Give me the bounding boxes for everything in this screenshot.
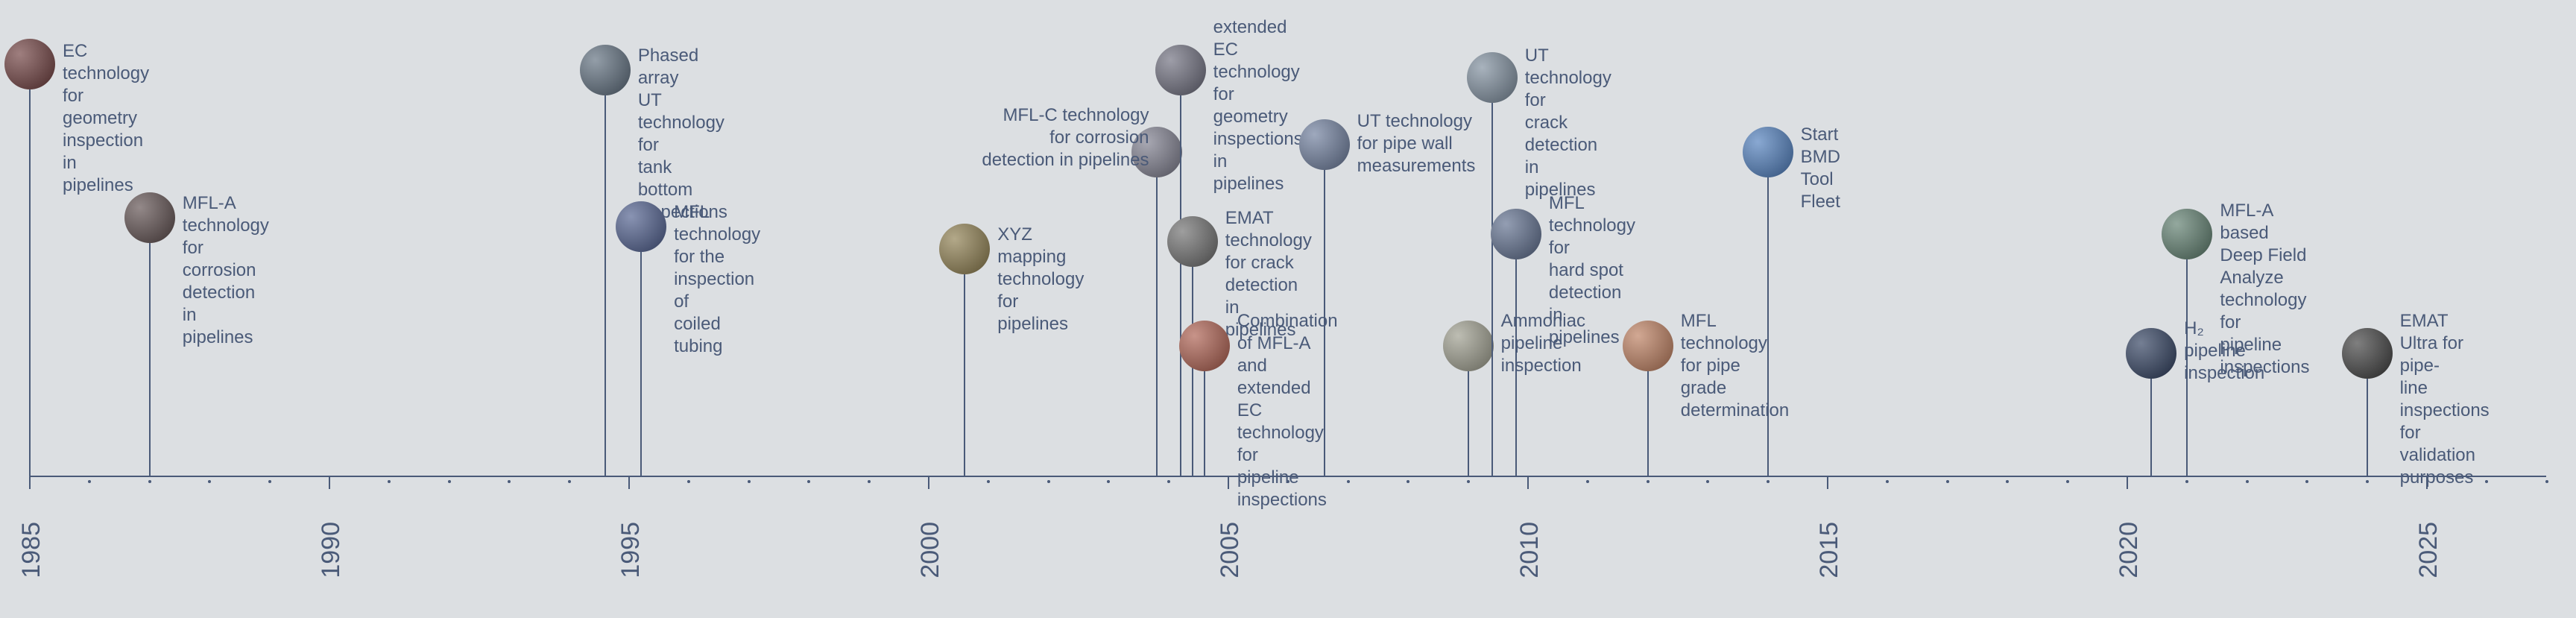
event-label: MFL-A technology for corrosion detection… [183,192,269,349]
event-image-icon [1491,209,1541,259]
event-image-icon [2162,209,2212,259]
year-label: 2015 [1815,522,1844,578]
tick-minor [1886,480,1889,483]
tick-minor [687,480,690,483]
event-image-icon [2342,328,2393,379]
event-connector-line [2186,259,2188,476]
tick-minor [1586,480,1589,483]
tick-minor [2305,480,2308,483]
event-connector-line [1324,170,1325,476]
event-connector-line [1468,371,1469,476]
tick-minor [2366,480,2369,483]
year-label: 2025 [2414,522,2443,578]
event-label: MFL technology for the inspection of coi… [674,201,760,358]
tick-minor [868,480,871,483]
tick-major [928,476,929,489]
event-image-icon [4,39,55,89]
tick-minor [88,480,91,483]
year-label: 1985 [17,522,46,578]
event-label: Phased array UT technology for tank bott… [638,45,727,224]
event-connector-line [640,252,642,476]
event-connector-line [1491,103,1493,476]
event-connector-line [1204,371,1205,476]
tick-minor [388,480,391,483]
tick-minor [148,480,151,483]
event-label: MFL-C technology for corrosion detection… [933,104,1149,171]
tick-minor [1647,480,1650,483]
tick-minor [2006,480,2009,483]
tick-major [29,476,31,489]
event-image-icon [580,45,631,95]
event-image-icon [939,224,990,274]
event-image-icon [1623,321,1673,371]
tick-minor [2066,480,2069,483]
event-label: MFL technology for hard spot detection i… [1549,192,1635,349]
event-label: MFL-A based Deep Field Analyze technolog… [2220,200,2309,379]
year-label: 1990 [317,522,346,578]
year-label: 2005 [1216,522,1245,578]
event-connector-line [1515,259,1517,476]
event-connector-line [29,89,31,476]
tick-minor [508,480,511,483]
tick-minor [1167,480,1170,483]
tick-minor [1467,480,1470,483]
tick-minor [448,480,451,483]
event-connector-line [1647,371,1649,476]
year-label: 2010 [1515,522,1544,578]
tick-minor [1107,480,1110,483]
event-connector-line [2150,379,2152,476]
tick-major [628,476,630,489]
event-connector-line [964,274,965,476]
event-image-icon [1443,321,1494,371]
event-label: EMAT Ultra for pipe- line inspections fo… [2400,310,2490,489]
tick-minor [1407,480,1409,483]
tick-minor [2545,480,2548,483]
year-label: 1995 [616,522,645,578]
tick-major [2127,476,2128,489]
year-label: 2020 [2115,522,2144,578]
tick-minor [2246,480,2249,483]
event-label: EC technology for geometry inspection in… [63,40,149,197]
event-label: UT technology for crack detection in pip… [1525,45,1611,201]
tick-major [1228,476,1229,489]
event-image-icon [1467,52,1518,103]
tick-minor [1706,480,1709,483]
tick-minor [2185,480,2188,483]
event-image-icon [1179,321,1230,371]
event-connector-line [1192,267,1193,476]
event-image-icon [1743,127,1793,177]
tick-minor [1047,480,1050,483]
tick-minor [1767,480,1770,483]
event-connector-line [2367,379,2368,476]
event-image-icon [1299,119,1350,170]
tick-minor [208,480,211,483]
tick-minor [1347,480,1350,483]
tick-minor [987,480,990,483]
tick-major [1827,476,1828,489]
tick-minor [748,480,751,483]
year-label: 2000 [916,522,945,578]
event-image-icon [1155,45,1206,95]
event-connector-line [1767,177,1769,476]
event-image-icon [124,192,175,243]
event-connector-line [149,243,151,476]
tick-major [1527,476,1529,489]
event-connector-line [1180,95,1181,476]
event-label: UT technology for pipe wall measurements [1357,110,1476,177]
event-image-icon [2126,328,2176,379]
tick-minor [568,480,571,483]
tick-major [329,476,330,489]
event-connector-line [604,95,606,476]
event-label: XYZ mapping technology for pipelines [997,224,1084,335]
tick-minor [268,480,271,483]
event-image-icon [616,201,666,252]
event-label: extended EC technology for geometry insp… [1213,16,1303,195]
event-image-icon [1167,216,1218,267]
event-label: Start BMD Tool Fleet [1801,124,1840,213]
tick-minor [1946,480,1949,483]
event-label: Combination of MFL-A and extended EC tec… [1237,310,1338,511]
event-connector-line [1156,177,1158,476]
tick-minor [807,480,810,483]
event-label: MFL technology for pipe grade determinat… [1681,310,1789,422]
